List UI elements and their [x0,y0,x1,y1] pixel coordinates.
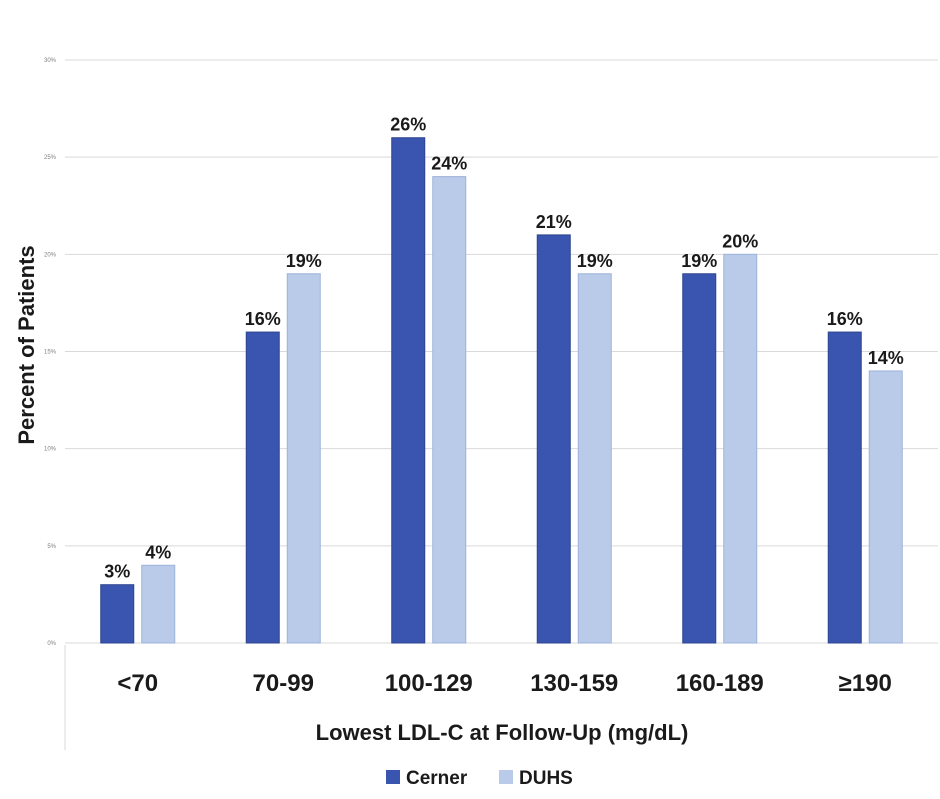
legend-label-duhs: DUHS [519,768,573,789]
legend: Cerner DUHS [386,768,573,789]
x-category-label: 100-129 [385,670,473,697]
data-label-cerner: 21% [536,212,572,232]
x-category-label: ≥190 [839,670,892,697]
bar-duhs [577,273,612,644]
bar-cerner [827,331,862,644]
bar-duhs [432,176,467,644]
gridlines [65,59,938,644]
data-label-cerner: 16% [827,309,863,329]
data-label-cerner: 19% [681,251,717,271]
bars [100,137,903,644]
y-tick-label: 20% [44,252,57,258]
data-label-duhs: 20% [722,231,758,251]
bar-cerner [245,331,280,644]
bar-duhs [141,564,176,644]
bar-duhs [723,253,758,644]
bar-cerner [100,584,135,644]
x-category-label: 160-189 [676,670,764,697]
y-tick-label: 10% [44,447,57,453]
bar-cerner [682,273,717,644]
x-category-label: <70 [117,670,158,697]
x-category-label: 70-99 [253,670,314,697]
data-label-duhs: 24% [431,154,467,174]
x-axis-title: Lowest LDL-C at Follow-Up (mg/dL) [316,720,689,745]
y-axis-title: Percent of Patients [14,245,39,444]
x-category-label: 130-159 [530,670,618,697]
data-labels: 3%4%16%19%26%24%21%19% 19%20%16%14% [104,115,904,582]
data-label-duhs: 14% [868,348,904,368]
bar-duhs [286,273,321,644]
y-tick-label: 15% [44,350,57,356]
bar-duhs [868,370,903,644]
legend-swatch-cerner [386,770,400,784]
bar-cerner [536,234,571,644]
data-label-cerner: 3% [104,562,130,582]
y-tick-label: 0% [47,641,56,647]
data-label-duhs: 19% [577,251,613,271]
y-tick-label: 5% [47,544,56,550]
data-label-duhs: 19% [286,251,322,271]
legend-swatch-duhs [499,770,513,784]
y-tick-labels: 0% 5% 10% 15% 20% 25% 30% [44,58,57,647]
legend-label-cerner: Cerner [406,768,468,789]
y-tick-label: 30% [44,58,57,64]
category-labels: <70 70-99 100-129 130-159 160-189 ≥190 [117,670,891,697]
data-label-cerner: 26% [390,115,426,135]
bar-cerner [391,137,426,644]
data-label-duhs: 4% [145,542,171,562]
y-tick-label: 25% [44,155,57,161]
data-label-cerner: 16% [245,309,281,329]
